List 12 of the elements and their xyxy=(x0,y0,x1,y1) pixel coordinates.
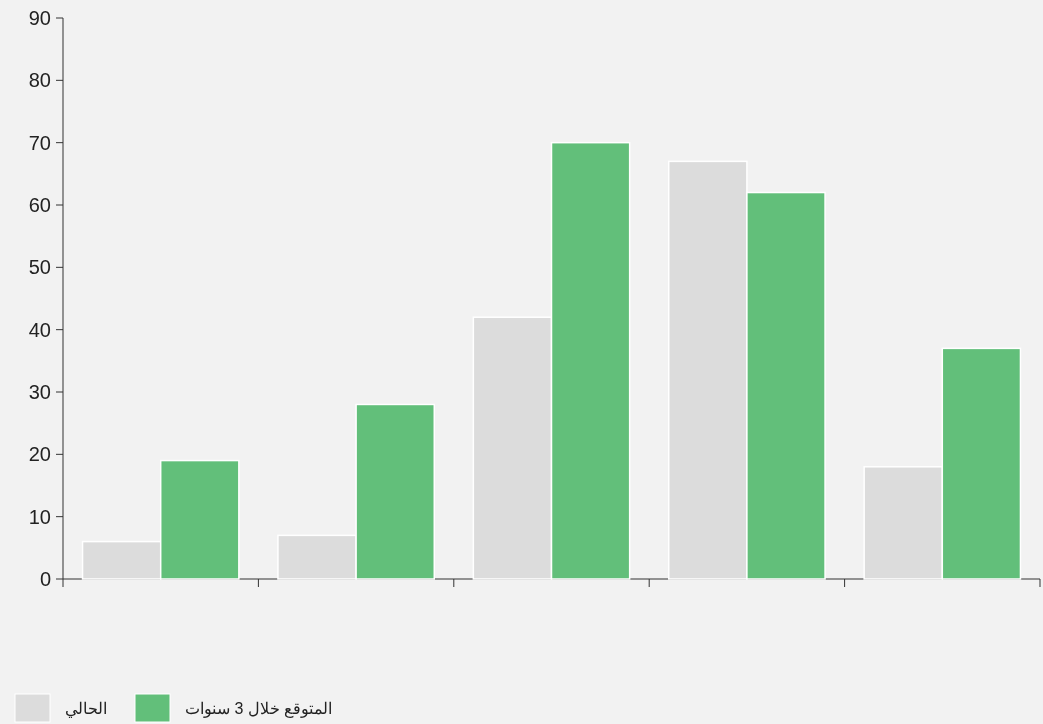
y-tick-label: 0 xyxy=(39,568,51,590)
y-tick-label: 50 xyxy=(28,256,51,279)
y-tick-label: 80 xyxy=(28,69,51,92)
y-tick-label: 10 xyxy=(28,505,51,528)
y-tick-label: 30 xyxy=(28,381,51,403)
legend-label: الحالي xyxy=(65,700,107,718)
y-tick-label: 40 xyxy=(28,318,51,341)
y-tick-label: 20 xyxy=(28,443,51,466)
legend-label: المتوقع خلال 3 سنوات xyxy=(185,700,333,718)
y-tick-label: 60 xyxy=(28,194,51,216)
y-tick-label: 90 xyxy=(28,7,51,29)
y-tick-label: 70 xyxy=(28,131,51,154)
